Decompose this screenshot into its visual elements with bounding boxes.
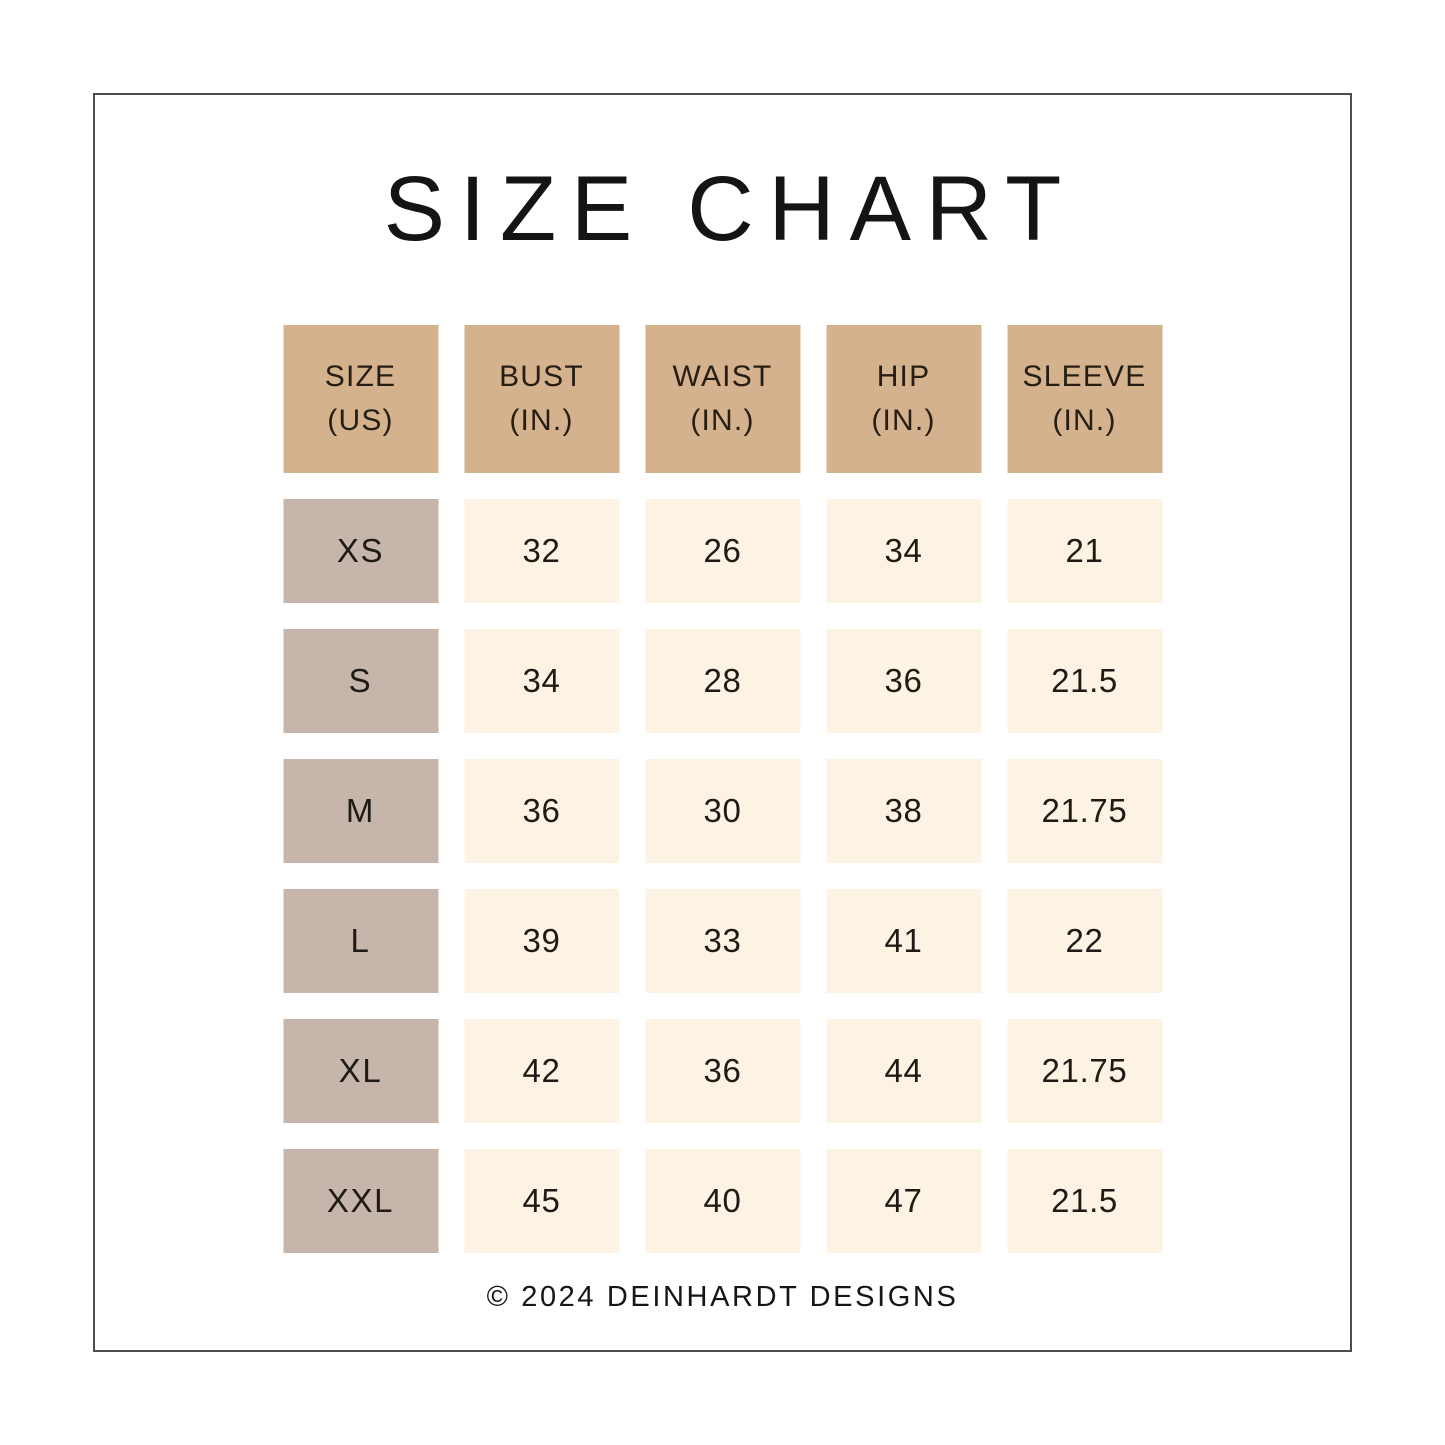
header-label: WAIST xyxy=(672,360,773,393)
cell-xs-hip: 34 xyxy=(826,499,981,603)
size-cell-m: M xyxy=(283,759,438,863)
cell-xs-waist: 26 xyxy=(645,499,800,603)
table-header-size: SIZE (US) xyxy=(283,325,438,473)
cell-xxl-waist: 40 xyxy=(645,1149,800,1253)
cell-m-sleeve: 21.75 xyxy=(1007,759,1162,863)
page-title: SIZE CHART xyxy=(383,158,1077,260)
cell-m-waist: 30 xyxy=(645,759,800,863)
size-table: SIZE (US) BUST (IN.) WAIST (IN.) HIP (IN… xyxy=(283,325,1162,1253)
cell-xl-hip: 44 xyxy=(826,1019,981,1123)
cell-xxl-bust: 45 xyxy=(464,1149,619,1253)
cell-s-waist: 28 xyxy=(645,629,800,733)
cell-xs-bust: 32 xyxy=(464,499,619,603)
size-cell-xs: XS xyxy=(283,499,438,603)
header-unit: (IN.) xyxy=(509,404,574,437)
table-header-sleeve: SLEEVE (IN.) xyxy=(1007,325,1162,473)
header-label: SLEEVE xyxy=(1022,360,1147,393)
cell-l-waist: 33 xyxy=(645,889,800,993)
header-unit: (US) xyxy=(327,404,394,437)
header-label: SIZE xyxy=(324,360,397,393)
cell-l-hip: 41 xyxy=(826,889,981,993)
cell-m-bust: 36 xyxy=(464,759,619,863)
size-cell-xxl: XXL xyxy=(283,1149,438,1253)
cell-s-sleeve: 21.5 xyxy=(1007,629,1162,733)
copyright-text: © 2024 DEINHARDT DESIGNS xyxy=(486,1281,959,1313)
cell-s-hip: 36 xyxy=(826,629,981,733)
table-header-hip: HIP (IN.) xyxy=(826,325,981,473)
header-label: BUST xyxy=(499,360,584,393)
cell-xl-bust: 42 xyxy=(464,1019,619,1123)
size-cell-l: L xyxy=(283,889,438,993)
header-label: HIP xyxy=(876,360,931,393)
header-unit: (IN.) xyxy=(690,404,755,437)
cell-xxl-hip: 47 xyxy=(826,1149,981,1253)
table-header-bust: BUST (IN.) xyxy=(464,325,619,473)
cell-l-bust: 39 xyxy=(464,889,619,993)
cell-xxl-sleeve: 21.5 xyxy=(1007,1149,1162,1253)
size-cell-xl: XL xyxy=(283,1019,438,1123)
size-cell-s: S xyxy=(283,629,438,733)
cell-xl-waist: 36 xyxy=(645,1019,800,1123)
cell-l-sleeve: 22 xyxy=(1007,889,1162,993)
page-border-frame xyxy=(93,93,1352,1352)
cell-xl-sleeve: 21.75 xyxy=(1007,1019,1162,1123)
header-unit: (IN.) xyxy=(871,404,936,437)
cell-xs-sleeve: 21 xyxy=(1007,499,1162,603)
cell-m-hip: 38 xyxy=(826,759,981,863)
cell-s-bust: 34 xyxy=(464,629,619,733)
table-header-waist: WAIST (IN.) xyxy=(645,325,800,473)
header-unit: (IN.) xyxy=(1052,404,1117,437)
